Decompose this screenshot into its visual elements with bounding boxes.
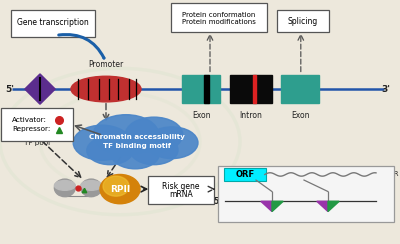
Ellipse shape — [81, 179, 102, 197]
Text: QRE: QRE — [265, 189, 279, 195]
Text: RPII: RPII — [110, 185, 130, 193]
Polygon shape — [328, 201, 339, 212]
Polygon shape — [25, 74, 55, 104]
Text: 3'UTR: 3'UTR — [378, 172, 398, 177]
FancyBboxPatch shape — [218, 166, 394, 222]
Text: Activator:: Activator: — [12, 117, 47, 122]
Ellipse shape — [100, 174, 140, 204]
FancyBboxPatch shape — [224, 168, 266, 181]
Text: Exon: Exon — [192, 111, 210, 120]
Text: Splicing: Splicing — [288, 17, 318, 26]
Text: QKI: QKI — [266, 215, 278, 221]
Text: QRE: QRE — [321, 189, 335, 195]
Text: Exon: Exon — [291, 111, 310, 120]
Circle shape — [125, 117, 183, 152]
Text: 5': 5' — [214, 197, 221, 206]
FancyBboxPatch shape — [171, 3, 267, 32]
Text: Repressor:: Repressor: — [12, 126, 50, 132]
Bar — [230, 75, 272, 103]
Text: Chromatin accessibility: Chromatin accessibility — [89, 134, 185, 140]
Text: TF pool: TF pool — [24, 140, 50, 146]
Circle shape — [93, 115, 159, 155]
Polygon shape — [272, 201, 283, 212]
Text: 5': 5' — [6, 85, 14, 93]
Text: Protein conformation: Protein conformation — [182, 12, 256, 18]
Text: Enhancer: Enhancer — [22, 112, 58, 121]
Text: 3': 3' — [382, 85, 390, 93]
Text: mRNA: mRNA — [169, 190, 193, 199]
Bar — [204, 75, 209, 103]
Text: 3': 3' — [378, 197, 386, 206]
Text: Risk gene: Risk gene — [162, 183, 200, 191]
Text: Promoter: Promoter — [88, 60, 124, 69]
Ellipse shape — [54, 179, 75, 197]
FancyBboxPatch shape — [1, 108, 73, 141]
Text: Gene transcription: Gene transcription — [17, 19, 89, 27]
FancyBboxPatch shape — [277, 10, 329, 32]
FancyBboxPatch shape — [11, 10, 95, 37]
FancyArrowPatch shape — [59, 35, 104, 58]
Text: Protein modifications: Protein modifications — [182, 20, 256, 25]
Text: QKI: QKI — [322, 215, 334, 221]
Circle shape — [73, 125, 131, 160]
Text: TF binding motif: TF binding motif — [103, 143, 171, 149]
Polygon shape — [317, 201, 328, 212]
Bar — [182, 75, 220, 103]
Ellipse shape — [103, 176, 129, 196]
Ellipse shape — [54, 181, 75, 190]
Circle shape — [146, 127, 198, 159]
Text: ORF: ORF — [235, 170, 254, 179]
Ellipse shape — [71, 76, 141, 102]
Bar — [253, 75, 256, 103]
Bar — [281, 75, 319, 103]
Ellipse shape — [81, 181, 102, 190]
Polygon shape — [261, 201, 272, 212]
FancyBboxPatch shape — [148, 176, 214, 204]
Circle shape — [111, 140, 159, 169]
Circle shape — [87, 136, 133, 165]
Text: Intron: Intron — [239, 111, 262, 120]
Circle shape — [130, 135, 178, 165]
